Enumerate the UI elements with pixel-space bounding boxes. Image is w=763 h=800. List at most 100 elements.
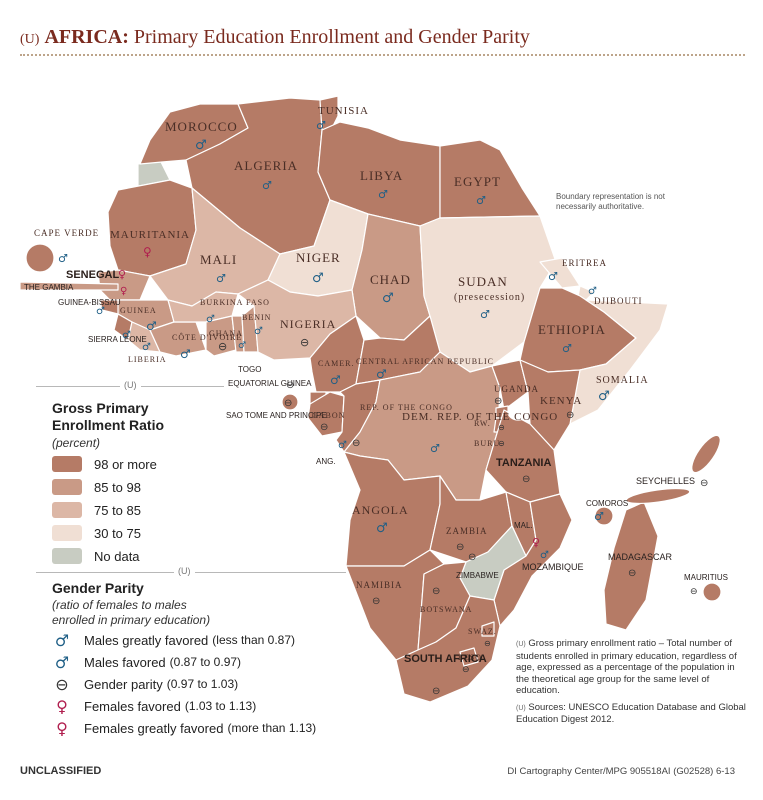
parity-subtitle-line1: (ratio of females to males bbox=[52, 598, 187, 612]
tunisia-region bbox=[319, 95, 339, 133]
legend-item-females-greatly: ♀ Females greatly favored (more than 1.1… bbox=[52, 718, 316, 738]
legend-item-no-data: No data bbox=[52, 546, 140, 566]
senegal-female-icon: ♀ bbox=[118, 268, 126, 281]
label-niger: NIGER bbox=[296, 250, 341, 265]
swatch-30-to-75 bbox=[52, 525, 82, 541]
label-senegal: SENEGAL bbox=[66, 269, 119, 281]
kenya-region bbox=[519, 359, 581, 451]
legend-item-males-greatly: ♂ Males greatly favored (less than 0.87) bbox=[52, 630, 295, 650]
lesotho-parity-icon: ⊖ bbox=[462, 665, 470, 675]
map-credit: DI Cartography Center/MPG 905518AI (G025… bbox=[507, 766, 735, 777]
malawi-female-icon: ♀ bbox=[532, 536, 540, 549]
label-car: CENTRAL AFRICAN REPUBLIC bbox=[356, 357, 494, 366]
title-region: AFRICA: bbox=[44, 26, 129, 48]
label-zambia: ZAMBIA bbox=[446, 526, 488, 536]
seychelles-parity-icon: ⊖ bbox=[700, 478, 708, 489]
label-cape-verde: CAPE VERDE bbox=[34, 228, 99, 238]
uganda-parity-icon: ⊖ bbox=[494, 396, 502, 407]
parity-icon: ⊖ bbox=[55, 674, 69, 694]
legend-label: Males greatly favored bbox=[84, 632, 209, 648]
label-malawi: MAL. bbox=[514, 521, 533, 530]
swaziland-parity-icon: ⊖ bbox=[484, 639, 491, 648]
legend-item-gender-parity: ⊖ Gender parity (0.97 to 1.03) bbox=[52, 674, 238, 694]
egypt-male-icon: ♂ bbox=[476, 194, 486, 207]
comoros-male-icon: ♂ bbox=[594, 510, 604, 523]
label-guinea: GUINEA bbox=[120, 306, 157, 315]
female-icon: ♀ bbox=[56, 696, 68, 716]
label-ghana: GHANA bbox=[209, 329, 243, 338]
ghana-region bbox=[205, 315, 237, 357]
parity-subtitle: (ratio of females to males enrolled in p… bbox=[52, 598, 210, 628]
boundary-note: Boundary representation is not necessari… bbox=[556, 192, 665, 211]
label-tanzania: TANZANIA bbox=[496, 457, 551, 469]
guinea-male-icon: ♂ bbox=[146, 319, 157, 333]
map-title: (U) AFRICA: Primary Education Enrollment… bbox=[20, 26, 530, 49]
algeria-male-icon: ♂ bbox=[262, 179, 272, 192]
madagascar-region bbox=[603, 501, 659, 631]
label-kenya: KENYA bbox=[540, 395, 582, 407]
mozambique-male-icon: ♂ bbox=[540, 550, 549, 561]
label-somalia: SOMALIA bbox=[596, 375, 649, 386]
lesotho-region bbox=[459, 647, 479, 667]
male-icon: ♂ bbox=[54, 652, 70, 672]
label-morocco: MOROCCO bbox=[165, 119, 238, 134]
legend-range: (more than 1.13) bbox=[227, 721, 317, 735]
legend-u-marker: (U) bbox=[120, 380, 141, 390]
label-mauritius: MAURITIUS bbox=[684, 573, 728, 582]
footnote-u2: (U) bbox=[516, 704, 526, 712]
footnote-sources-text: Sources: UNESCO Education Database and G… bbox=[516, 701, 746, 726]
title-classification: (U) bbox=[20, 32, 40, 47]
label-seychelles: SEYCHELLES bbox=[636, 476, 695, 486]
mauritius-island bbox=[702, 582, 722, 602]
tanzania-parity-icon: ⊖ bbox=[522, 474, 530, 485]
chad-male-icon: ♂ bbox=[382, 291, 394, 306]
label-rwanda: RW. bbox=[474, 419, 491, 428]
enrollment-title: Gross Primary Enrollment Ratio bbox=[52, 400, 164, 434]
sao-tome-island bbox=[281, 393, 299, 411]
label-sierra-leone: SIERRA LEONE bbox=[88, 335, 147, 344]
sierra-leone-male-icon: ♂ bbox=[122, 330, 131, 341]
label-namibia: NAMIBIA bbox=[356, 580, 403, 590]
cape-verde-male-icon: ♂ bbox=[58, 252, 68, 265]
cote-divoire-male-icon: ♂ bbox=[180, 347, 191, 361]
legend-item-75-to-85: 75 to 85 bbox=[52, 500, 141, 520]
legend-item-98-or-more: 98 or more bbox=[52, 454, 157, 474]
somalia-male-icon: ♂ bbox=[598, 389, 610, 404]
legend-item-males-favored: ♂ Males favored (0.87 to 0.97) bbox=[52, 652, 241, 672]
tunisia-male-icon: ♂ bbox=[316, 119, 326, 132]
label-angola: ANGOLA bbox=[352, 503, 409, 517]
gambia-female-icon: ♀ bbox=[120, 286, 127, 297]
morocco-male-icon: ♂ bbox=[195, 138, 207, 153]
label-south-africa: SOUTH AFRICA bbox=[404, 653, 487, 665]
sudan-region bbox=[419, 215, 557, 373]
legend-label: Females greatly favored bbox=[84, 720, 224, 736]
male-greatly-icon: ♂ bbox=[54, 630, 70, 650]
label-eritrea: ERITREA bbox=[562, 258, 607, 268]
legend-item-females-favored: ♀ Females favored (1.03 to 1.13) bbox=[52, 696, 256, 716]
gabon-parity-icon: ⊖ bbox=[320, 422, 328, 433]
label-lesotho: LESO. bbox=[458, 653, 485, 662]
label-zimbabwe: ZIMBABWE bbox=[456, 571, 499, 580]
label-rep-congo: REP. OF THE CONGO bbox=[360, 403, 453, 412]
swatch-75-to-85 bbox=[52, 502, 82, 518]
cameroon-male-icon: ♂ bbox=[330, 373, 341, 387]
madagascar-parity-icon: ⊖ bbox=[628, 568, 636, 579]
label-algeria: ALGERIA bbox=[234, 158, 298, 173]
seychelles-island-2 bbox=[691, 434, 721, 474]
swatch-98-or-more bbox=[52, 456, 82, 472]
lake-victoria bbox=[507, 403, 529, 421]
eritrea-male-icon: ♂ bbox=[548, 270, 558, 283]
label-burkina-faso: BURKINA FASO bbox=[200, 298, 270, 307]
label-the-gambia: THE GAMBIA bbox=[24, 283, 74, 292]
label-chad: CHAD bbox=[370, 272, 411, 287]
footnote-u1: (U) bbox=[516, 641, 526, 648]
the-gambia-region bbox=[19, 281, 119, 291]
swatch-no-data bbox=[52, 548, 82, 564]
libya-male-icon: ♂ bbox=[378, 188, 388, 201]
female-greatly-icon: ♀ bbox=[56, 718, 68, 738]
burkina-faso-region bbox=[167, 291, 239, 323]
mozambique-region bbox=[493, 493, 573, 627]
label-djibouti: DJIBOUTI bbox=[594, 296, 643, 306]
legend-item-85-to-98: 85 to 98 bbox=[52, 477, 141, 497]
mauritania-region bbox=[107, 179, 197, 277]
